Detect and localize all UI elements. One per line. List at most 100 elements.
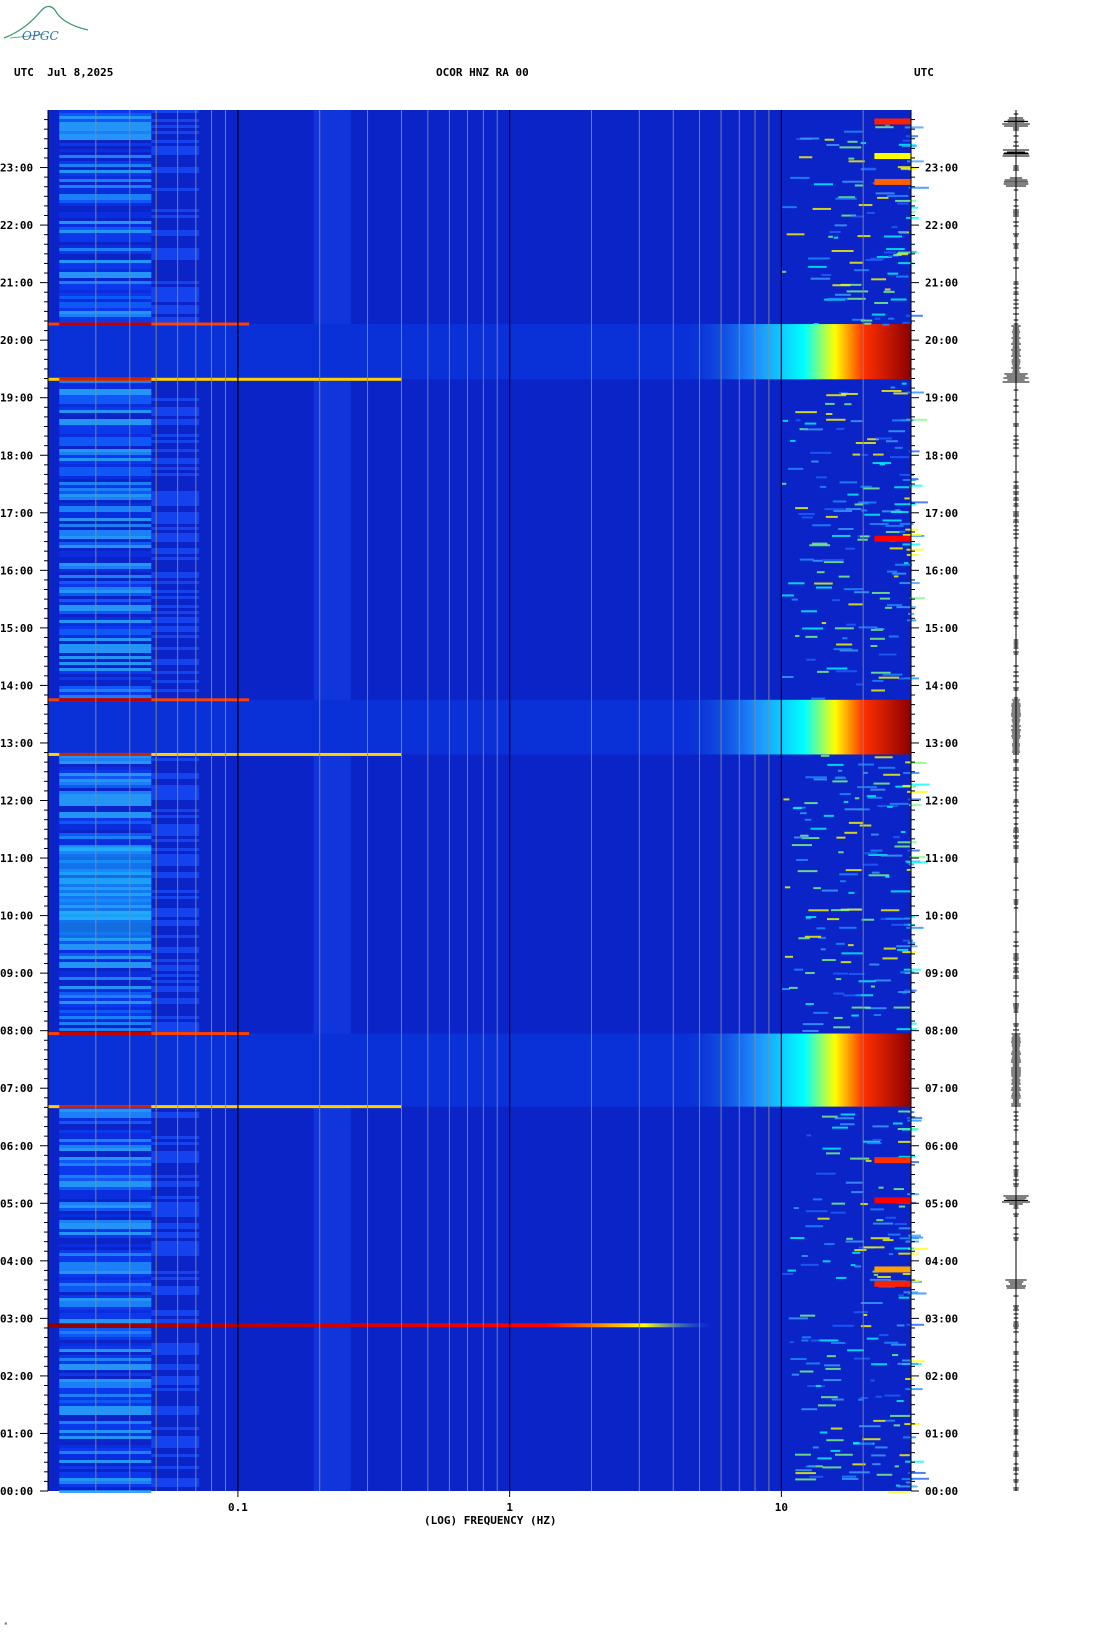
low-band-stripe <box>59 185 152 188</box>
hf-speck <box>784 955 794 958</box>
low-band-stripe <box>59 809 152 812</box>
low-band-stripe <box>151 611 200 614</box>
low-band-stripe <box>151 398 200 401</box>
low-band-stripe <box>59 695 152 698</box>
hf-speck <box>866 211 875 214</box>
hf-speck <box>888 430 905 433</box>
hf-speck <box>805 972 815 975</box>
low-band-stripe <box>59 1142 152 1145</box>
hf-speck <box>791 844 813 847</box>
low-band-stripe <box>151 896 200 899</box>
hf-speck <box>903 562 909 565</box>
hf-speck <box>790 1358 807 1361</box>
hf-speck <box>898 1140 912 1143</box>
y-tick-label-right: 04:00 <box>925 1255 958 1268</box>
hf-speck <box>804 935 822 938</box>
hf-speck <box>834 1016 843 1019</box>
hf-speck <box>826 667 848 670</box>
logo-text: OPGC <box>22 29 59 43</box>
hf-speck <box>879 597 891 600</box>
low-band-stripe <box>59 1115 152 1118</box>
low-band-stripe <box>59 650 152 653</box>
low-band-stripe <box>151 875 200 878</box>
hf-speck <box>817 1217 830 1220</box>
low-band-stripe <box>59 140 152 143</box>
low-band-stripe <box>151 1160 200 1163</box>
hf-speck <box>795 411 817 414</box>
low-band-stripe <box>59 1334 152 1337</box>
low-band-stripe <box>59 944 152 947</box>
low-band-stripe <box>59 806 152 809</box>
low-band-stripe <box>151 1208 200 1211</box>
hf-speck <box>804 422 817 425</box>
hf-speck <box>808 909 829 912</box>
low-band-stripe <box>59 1304 152 1307</box>
low-band-stripe <box>151 1244 200 1247</box>
low-band-stripe <box>59 1208 152 1211</box>
low-band-stripe <box>59 572 152 575</box>
low-band-stripe <box>59 626 152 629</box>
low-band-stripe <box>59 1301 152 1304</box>
hf-speck <box>854 184 864 187</box>
hf-speck <box>830 909 850 912</box>
low-band-stripe <box>151 1409 200 1412</box>
hf-speck <box>857 1442 873 1445</box>
low-band-stripe <box>59 320 152 323</box>
hf-speck <box>812 1446 819 1449</box>
hf-speck <box>831 1202 846 1205</box>
low-band-stripe <box>59 1337 152 1340</box>
hf-speck <box>860 485 872 488</box>
hf-speck <box>852 453 861 456</box>
hf-speck <box>872 462 892 465</box>
low-band-stripe <box>151 110 200 113</box>
hf-speck <box>831 1398 844 1401</box>
low-band-stripe <box>59 1430 152 1433</box>
hf-speck <box>833 992 845 995</box>
hf-speck <box>812 207 832 210</box>
low-band-stripe <box>59 437 152 440</box>
event-end-line <box>48 1105 402 1109</box>
low-band-stripe <box>59 200 152 203</box>
low-band-stripe <box>59 1010 152 1013</box>
low-band-stripe <box>59 995 152 998</box>
low-band-stripe <box>151 503 200 506</box>
hf-speck <box>839 793 851 796</box>
hf-speck <box>839 926 857 929</box>
hf-speck <box>894 1465 899 1468</box>
hf-speck <box>898 1205 906 1208</box>
low-band-stripe <box>151 1001 200 1004</box>
y-tick-label-right: 22:00 <box>925 219 958 232</box>
hf-speck <box>790 439 796 442</box>
low-band-stripe <box>151 125 200 128</box>
low-band-stripe <box>59 482 152 485</box>
hf-speck <box>888 255 899 258</box>
hf-speck <box>820 948 826 951</box>
hf-speck <box>800 137 820 140</box>
hf-speck <box>851 1006 871 1009</box>
low-band-stripe <box>151 1184 200 1187</box>
low-band-stripe <box>59 1259 152 1262</box>
low-band-stripe <box>151 458 200 461</box>
hf-speck <box>799 558 815 561</box>
hf-speck <box>816 927 826 930</box>
hf-speck <box>890 1414 910 1417</box>
low-band-stripe <box>59 815 152 818</box>
low-band-stripe <box>59 1007 152 1010</box>
hf-speck <box>826 394 847 397</box>
low-band-stripe <box>151 281 200 284</box>
hf-speck <box>850 1264 856 1267</box>
hf-speck <box>860 535 870 538</box>
hf-speck <box>795 507 808 510</box>
hf-speck <box>787 1269 796 1272</box>
low-band-stripe <box>151 1235 200 1238</box>
hf-speck <box>872 1463 881 1466</box>
hf-speck <box>908 450 920 453</box>
low-band-stripe <box>59 1397 152 1400</box>
hf-speck <box>830 1449 841 1452</box>
hf-speck <box>902 939 913 942</box>
low-band-stripe <box>59 896 152 899</box>
hf-speck <box>781 675 794 678</box>
hf-speck <box>864 322 872 325</box>
low-band-stripe <box>59 632 152 635</box>
hf-speck <box>842 1477 859 1480</box>
